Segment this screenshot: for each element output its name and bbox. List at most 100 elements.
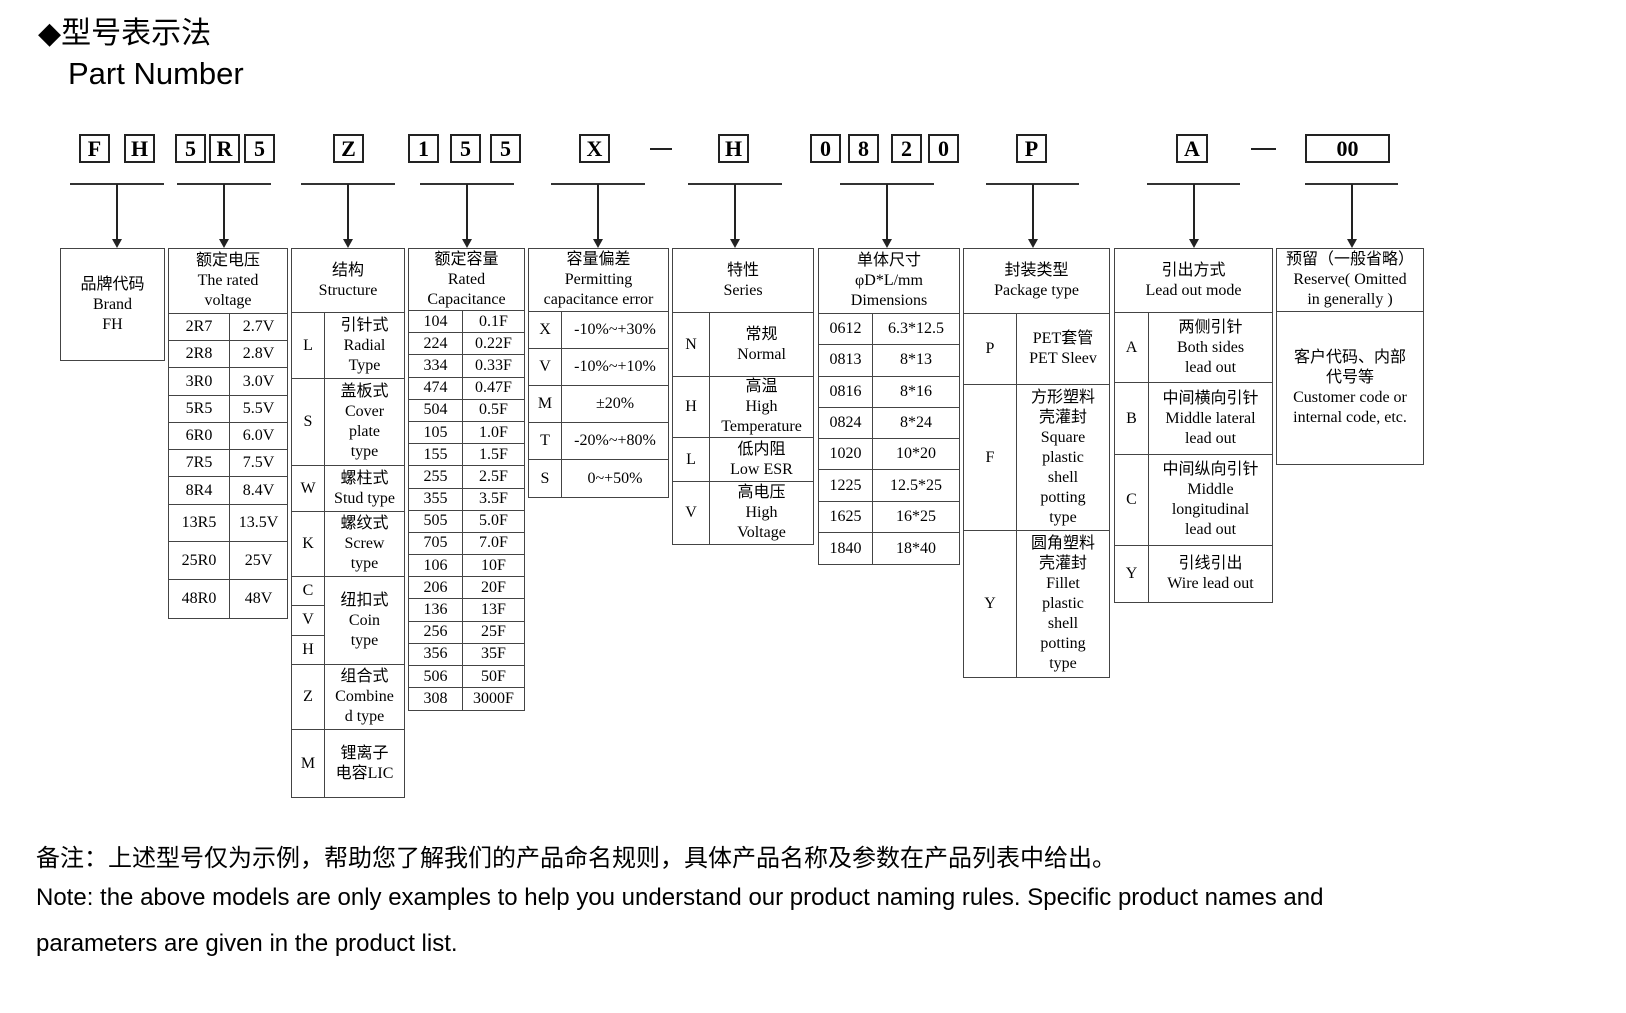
column-capacitance-error: 容量偏差 Permitting capacitance error X -10%~+… <box>528 248 669 498</box>
table-row: 8R4 8.4V <box>169 477 287 505</box>
code-cell: L <box>303 336 313 354</box>
table-row: 334 0.33F <box>409 355 524 378</box>
table-row: 506 50F <box>409 666 524 689</box>
table-row: 255 2.5F <box>409 466 524 489</box>
table-row: 105 1.0F <box>409 421 524 445</box>
code-cell: 1020 <box>829 445 862 463</box>
table-row: 308 3000F <box>409 688 524 711</box>
code-cell: 255 <box>423 467 448 485</box>
value-cell: 25F <box>462 621 524 643</box>
value-cell: 7.5V <box>229 450 287 476</box>
value-cell: 8*16 <box>872 376 959 407</box>
column-reserve: 预留（一般省略） Reserve( Omitted in generally )… <box>1276 248 1424 465</box>
table-row: X -10%~+30% <box>529 312 668 349</box>
value-cell: 0.47F <box>462 377 524 399</box>
table-row: Y 引线引出 Wire lead out <box>1115 546 1272 602</box>
code-cell: A <box>1125 338 1138 356</box>
code-char-box: 0 <box>928 134 959 163</box>
code-cell: B <box>1126 409 1137 427</box>
code-cell: S <box>540 469 550 487</box>
code-cell: Y <box>984 595 996 612</box>
table-row: 104 0.1F <box>409 311 524 334</box>
table-row: 7R5 7.5V <box>169 450 287 477</box>
value-cell: 高温 High Temperature <box>709 377 813 437</box>
code-cell: 0824 <box>829 414 862 432</box>
table-row: S 盖板式 Cover plate type <box>292 379 404 466</box>
value-cell: 0.1F <box>462 311 524 333</box>
value-cell: 6.0V <box>229 423 287 449</box>
value-cell: 3.0V <box>229 368 287 395</box>
table-row: 48R0 48V <box>169 580 287 618</box>
value-cell: 2.8V <box>229 341 287 367</box>
value-cell: 0.5F <box>462 399 524 421</box>
value-cell: ±20% <box>561 386 668 422</box>
code-char-box: 2 <box>891 134 922 163</box>
value-cell: 5.0F <box>462 510 524 532</box>
reserve-body: 客户代码、内部 代号等 Customer code or internal co… <box>1293 349 1407 426</box>
code-cell: 2R8 <box>185 345 213 362</box>
code-cell: C <box>292 577 324 607</box>
table-row: M ±20% <box>529 386 668 423</box>
code-char-box: 5 <box>450 134 481 163</box>
code-cell: V <box>539 358 551 375</box>
code-cell: F <box>985 448 995 466</box>
column-header: 额定容量 Rated Capacitance <box>409 249 524 311</box>
column-rated-capacitance: 额定容量 Rated Capacitance 104 0.1F 224 0.22F 334… <box>408 248 525 712</box>
table-row: V 高电压 High Voltage <box>673 482 813 544</box>
code-cell: P <box>985 340 995 357</box>
table-row: 2R8 2.8V <box>169 341 287 368</box>
code-cell: 256 <box>423 623 448 641</box>
value-cell: 3.5F <box>462 488 524 510</box>
value-cell: 13.5V <box>229 505 287 541</box>
arrow-down-icon <box>112 239 122 248</box>
table-row: 2R7 2.7V <box>169 314 287 341</box>
code-cell: 504 <box>423 401 448 419</box>
value-cell: 高电压 High Voltage <box>709 482 813 544</box>
code-cell: 136 <box>423 601 448 619</box>
table-row: M 锂离子 电容LIC <box>292 730 404 797</box>
value-cell: 8*13 <box>872 345 959 376</box>
code-cell: 2R7 <box>185 318 213 335</box>
arrow-line <box>347 184 349 240</box>
arrow-down-icon <box>343 239 353 248</box>
column-series: 特性 Series N 常规 Normal H 高温 High Temperature L… <box>672 248 814 545</box>
arrow-line <box>597 184 599 240</box>
code-cell: V <box>685 504 697 521</box>
column-rated-voltage: 额定电压 The rated voltage 2R7 2.7V 2R8 2.8V 3R0 3… <box>168 248 288 619</box>
column-package-type: 封装类型 Package type P PET套管 PET Sleev F 方形塑料 壳… <box>963 248 1110 678</box>
arrow-line <box>734 184 736 240</box>
table-row: 0824 8*24 <box>819 407 959 440</box>
code-stack: W <box>292 466 324 511</box>
code-char-box: P <box>1016 134 1047 163</box>
code-char-box: 5 <box>490 134 521 163</box>
value-cell: 16*25 <box>872 501 959 533</box>
arrow-line <box>223 184 225 240</box>
code-cell: 474 <box>423 379 448 397</box>
value-cell: 13F <box>462 599 524 621</box>
code-cell: 3R0 <box>185 372 213 390</box>
code-cell: 505 <box>423 512 448 530</box>
table-row: 224 0.22F <box>409 333 524 356</box>
code-char-box: Z <box>333 134 364 163</box>
table-row: 6R0 6.0V <box>169 423 287 450</box>
arrow-down-icon <box>462 239 472 248</box>
code-cell: 155 <box>423 445 448 463</box>
table-row: 5R5 5.5V <box>169 396 287 423</box>
value-cell: 0.33F <box>462 355 524 377</box>
description-cell: 螺纹式 Screw type <box>324 512 404 576</box>
value-cell: 8*24 <box>872 407 959 439</box>
value-cell: 35F <box>462 643 524 665</box>
code-stack: Z <box>292 665 324 729</box>
table-row: 1625 16*25 <box>819 501 959 534</box>
column-header: 单体尺寸 φD*L/mm Dimensions <box>819 249 959 314</box>
code-char-box: 5 <box>175 134 206 163</box>
table-row: 0612 6.3*12.5 <box>819 314 959 346</box>
column-header: 预留（一般省略） Reserve( Omitted in generally ) <box>1277 249 1423 312</box>
table-row: C 中间纵向引针 Middle longitudinal lead out <box>1115 455 1272 546</box>
value-cell: -10%~+10% <box>561 349 668 385</box>
code-cell: 705 <box>423 534 448 552</box>
table-row: 505 5.0F <box>409 510 524 533</box>
value-cell: 10F <box>462 555 524 577</box>
code-cell: 13R5 <box>181 514 217 531</box>
code-cell: 356 <box>423 645 448 663</box>
